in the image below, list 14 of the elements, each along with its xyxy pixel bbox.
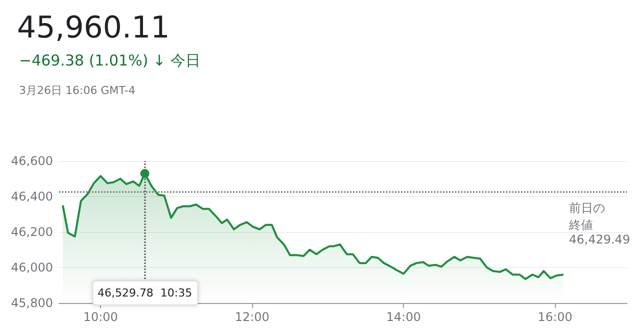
chart-title: 45,960.11 bbox=[17, 10, 170, 46]
y-tick-label: 46,000 bbox=[10, 260, 53, 274]
y-tick-label: 46,400 bbox=[10, 190, 53, 204]
x-tick-label: 16:00 bbox=[538, 310, 572, 324]
x-tick-label: 10:00 bbox=[83, 310, 118, 324]
x-tick-label: 12:00 bbox=[234, 310, 270, 324]
chart-subtitle: −469.38 (1.01%) ↓ 今日 bbox=[19, 52, 200, 70]
y-tick-label: 46,600 bbox=[10, 154, 53, 168]
annotation: 46,529.78 10:35 bbox=[97, 286, 192, 300]
text: 3月26日 16:06 GMT-4 bbox=[19, 84, 136, 97]
ref-line-label: 前日の終値 46,429.49 bbox=[568, 200, 630, 246]
y-tick-label: 46,200 bbox=[10, 225, 53, 239]
y-tick-label: 45,800 bbox=[10, 296, 53, 310]
x-tick-label: 14:00 bbox=[386, 310, 421, 324]
